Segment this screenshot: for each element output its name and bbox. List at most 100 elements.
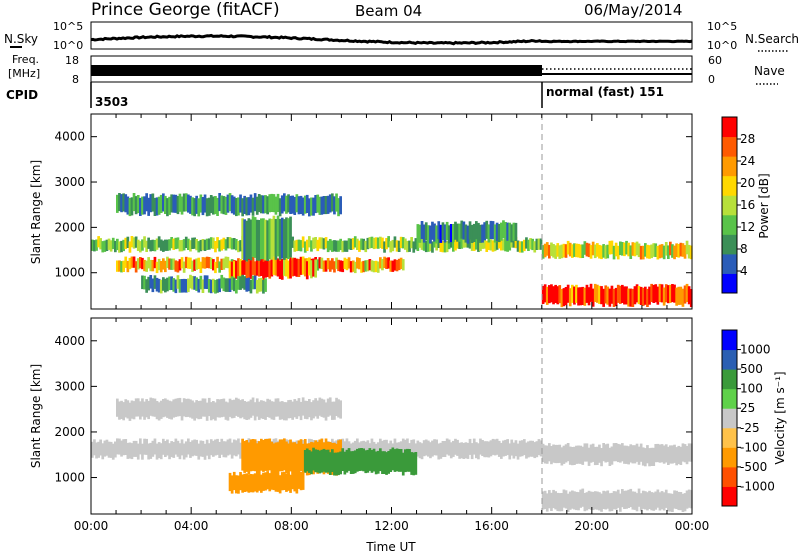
velocity-band-6-cell bbox=[136, 398, 140, 417]
power-band-3-cell bbox=[220, 274, 224, 289]
velocity-band-4-cell bbox=[566, 443, 570, 462]
power-band-5-cell bbox=[583, 241, 587, 255]
velocity-band-5-cell bbox=[575, 491, 578, 511]
power-band-6-cell bbox=[633, 286, 637, 305]
velocity-band-5-cell bbox=[683, 493, 687, 512]
power-band-1-cell bbox=[180, 257, 184, 269]
velocity-band-2-cell bbox=[353, 450, 357, 474]
power-band-6-cell bbox=[575, 284, 578, 303]
velocity-band-2-cell bbox=[412, 452, 416, 476]
velocity-band-0-cell bbox=[518, 440, 522, 457]
velocity-band-4-cell bbox=[606, 443, 610, 462]
power-colorbar-tick-label: 12 bbox=[740, 220, 755, 234]
velocity-band-3-cell bbox=[289, 474, 292, 493]
power-band-7-cell bbox=[159, 194, 163, 213]
velocity-band-5-cell bbox=[627, 489, 630, 508]
power-band-5-cell bbox=[633, 242, 637, 257]
velocity-band-0-cell bbox=[483, 441, 486, 458]
velocity-band-0-cell bbox=[105, 439, 109, 456]
velocity-band-2-cell bbox=[358, 448, 361, 471]
power-band-0-cell bbox=[485, 240, 489, 252]
beam-label: Beam 04 bbox=[355, 2, 422, 20]
power-band-6-cell bbox=[627, 288, 630, 307]
power-band-1-cell bbox=[205, 256, 209, 268]
station-title: Prince George (fitACF) bbox=[91, 0, 280, 20]
power-band-2-cell bbox=[297, 258, 301, 277]
power-band-5-cell bbox=[596, 243, 599, 257]
power-band-0-cell bbox=[159, 239, 163, 251]
power-band-7-cell bbox=[180, 196, 184, 215]
velocity-band-5-cell bbox=[598, 492, 601, 511]
power-band-1-cell bbox=[139, 257, 142, 269]
power-band-8-cell bbox=[510, 224, 514, 243]
power-band-1-cell bbox=[199, 261, 203, 273]
power-band-3-cell bbox=[155, 277, 159, 292]
power-band-1-cell bbox=[193, 259, 196, 271]
velocity-band-4-cell bbox=[627, 446, 630, 465]
power-band-7-cell bbox=[178, 193, 182, 212]
power-band-0-cell bbox=[182, 239, 186, 251]
velocity-band-6-cell bbox=[245, 401, 249, 420]
power-band-0-cell bbox=[475, 238, 478, 250]
power-band-8-cell bbox=[424, 222, 428, 241]
velocity-band-0-cell bbox=[164, 441, 167, 457]
velocity-band-0-cell bbox=[491, 438, 495, 455]
velocity-band-1-cell bbox=[280, 439, 284, 472]
power-band-0-cell bbox=[107, 238, 111, 250]
velocity-band-0-cell bbox=[153, 438, 157, 455]
power-band-0-cell bbox=[408, 240, 411, 252]
power-band-1-cell bbox=[370, 260, 374, 272]
x-tick-label: 12:00 bbox=[374, 519, 409, 533]
velocity-band-5-cell bbox=[554, 491, 557, 510]
nave-tick-bottom: 0 bbox=[708, 73, 715, 86]
velocity-band-0-cell bbox=[95, 442, 98, 459]
velocity-band-6-cell bbox=[207, 397, 211, 417]
power-band-5-cell bbox=[650, 244, 653, 259]
power-data bbox=[91, 193, 693, 308]
velocity-band-6-cell bbox=[166, 399, 169, 418]
freq-label-line2: [MHz] bbox=[8, 67, 40, 80]
power-band-3-cell bbox=[230, 276, 234, 290]
power-band-6-cell bbox=[662, 287, 666, 306]
power-band-7-cell bbox=[335, 193, 338, 212]
power-band-2-cell bbox=[251, 256, 255, 275]
power-band-1-cell bbox=[155, 261, 159, 274]
velocity-band-2-cell bbox=[381, 451, 384, 474]
velocity-band-1-cell bbox=[299, 439, 303, 472]
power-band-5-cell bbox=[623, 242, 626, 257]
power-band-7-cell bbox=[157, 196, 161, 215]
velocity-band-6-cell bbox=[189, 399, 192, 418]
velocity-band-0-cell bbox=[168, 443, 171, 460]
velocity-band-2-cell bbox=[406, 448, 409, 472]
power-band-0-cell bbox=[441, 241, 445, 253]
power-band-7-cell bbox=[266, 196, 269, 215]
power-band-5-cell bbox=[644, 243, 647, 257]
power-band-1-cell bbox=[389, 260, 393, 272]
power-band-0-cell bbox=[531, 238, 534, 251]
power-band-7-cell bbox=[174, 194, 178, 213]
power-band-6-cell bbox=[619, 285, 622, 304]
power-band-0-cell bbox=[506, 240, 509, 252]
power-band-3-cell bbox=[189, 274, 192, 289]
velocity-band-2-cell bbox=[314, 449, 317, 473]
power-band-6-cell bbox=[675, 287, 678, 306]
power-band-6-cell bbox=[679, 286, 683, 305]
velocity-band-4-cell bbox=[662, 445, 666, 464]
power-band-0-cell bbox=[404, 238, 407, 250]
velocity-band-0-cell bbox=[228, 438, 232, 455]
power-band-7-cell bbox=[247, 197, 251, 216]
power-band-1-cell bbox=[356, 257, 359, 269]
power-band-3-cell bbox=[222, 277, 226, 292]
velocity-band-2-cell bbox=[303, 450, 307, 473]
velocity-band-6-cell bbox=[243, 401, 246, 420]
power-band-7-cell bbox=[205, 198, 209, 217]
power-band-7-cell bbox=[324, 196, 328, 215]
velocity-band-0-cell bbox=[414, 443, 418, 460]
power-band-1-cell bbox=[333, 261, 336, 273]
power-band-4-cell bbox=[253, 217, 257, 258]
velocity-band-6-cell bbox=[322, 399, 326, 418]
power-band-0-cell bbox=[529, 238, 532, 250]
power-band-7-cell bbox=[299, 195, 303, 214]
power-band-3-cell bbox=[264, 278, 267, 292]
power-band-5-cell bbox=[602, 244, 605, 258]
